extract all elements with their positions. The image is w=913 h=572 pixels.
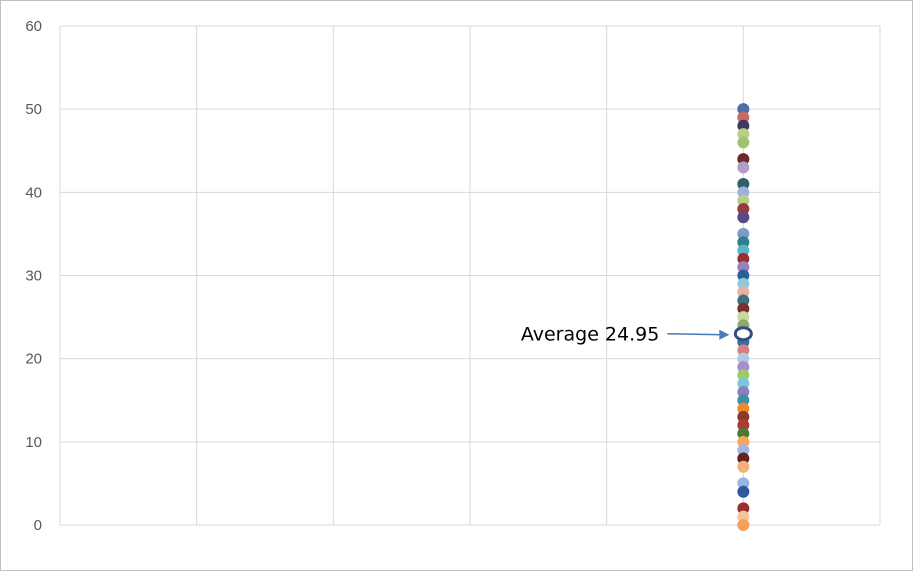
data-point xyxy=(737,236,750,249)
data-point xyxy=(737,369,750,382)
data-point xyxy=(737,352,750,365)
data-point xyxy=(737,419,750,432)
data-point xyxy=(737,261,750,274)
data-point xyxy=(737,178,750,191)
data-point xyxy=(737,377,750,390)
data-point xyxy=(737,252,750,265)
data-point xyxy=(737,202,750,215)
data-point xyxy=(737,227,750,240)
data-point xyxy=(737,510,750,523)
data-point xyxy=(737,277,750,290)
y-tick-label: 40 xyxy=(25,184,42,201)
data-point xyxy=(737,344,750,357)
data-point xyxy=(737,360,750,373)
y-tick-label: 60 xyxy=(25,18,42,35)
y-tick-label: 20 xyxy=(25,351,42,368)
data-point xyxy=(737,402,750,415)
data-point xyxy=(737,119,750,132)
data-point xyxy=(737,385,750,398)
data-point xyxy=(737,460,750,473)
data-point xyxy=(737,410,750,423)
data-point xyxy=(737,311,750,324)
data-point xyxy=(737,161,750,174)
data-point xyxy=(737,477,750,490)
data-point xyxy=(737,269,750,282)
average-marker xyxy=(733,326,753,342)
average-label: Average 24.95 xyxy=(521,324,659,346)
data-point xyxy=(737,111,750,124)
y-tick-label: 0 xyxy=(34,517,42,534)
data-point xyxy=(737,485,750,498)
data-point xyxy=(737,153,750,166)
data-point xyxy=(737,103,750,116)
average-arrow xyxy=(667,332,724,336)
data-point xyxy=(737,427,750,440)
data-point xyxy=(737,444,750,457)
data-point xyxy=(737,502,750,515)
data-point xyxy=(737,136,750,149)
data-point xyxy=(737,302,750,315)
y-tick-label: 30 xyxy=(25,268,42,285)
data-point xyxy=(737,186,750,199)
average-arrow-head xyxy=(719,329,730,340)
data-point xyxy=(737,294,750,307)
data-point xyxy=(737,211,750,224)
data-point xyxy=(737,394,750,407)
data-point xyxy=(737,435,750,448)
y-tick-label: 50 xyxy=(25,101,42,118)
data-point xyxy=(737,128,750,141)
data-point xyxy=(737,286,750,299)
data-point xyxy=(737,194,750,207)
data-point xyxy=(737,452,750,465)
data-point xyxy=(737,244,750,257)
y-tick-label: 10 xyxy=(25,434,42,451)
data-point xyxy=(737,519,750,531)
